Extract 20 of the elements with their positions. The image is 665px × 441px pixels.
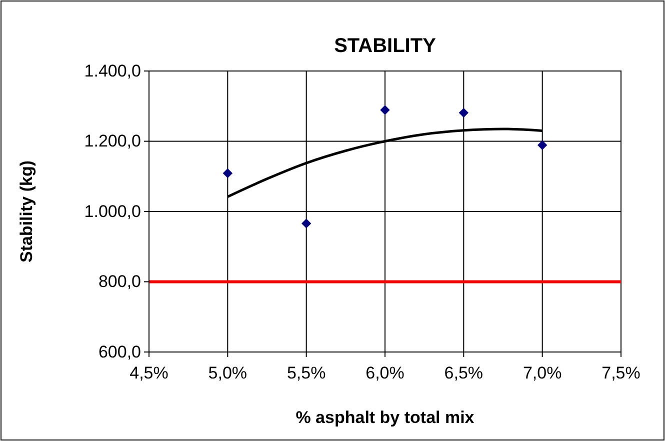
x-tick-label: 7,0% [522,364,562,383]
y-tick-label: 1.000,0 [84,202,141,221]
x-tick-label: 6,0% [366,364,404,383]
y-tick-label: 1.200,0 [84,132,141,151]
y-tick-label: 800,0 [98,272,141,292]
y-tick-label: 1.400,0 [84,61,141,80]
point [301,218,312,228]
x-tick-label: 5,0% [208,364,248,383]
point [458,108,469,118]
x-axis-title: % asphalt by total mix [296,408,475,427]
point [537,140,548,150]
point [222,168,233,178]
x-tick-label: 6,5% [444,364,484,383]
x-tick-label: 5,5% [286,364,326,383]
x-tick-label: 4,5% [130,364,168,383]
x-tick-label: 7,5% [602,364,640,383]
point [380,105,390,115]
y-tick-label: 600,0 [98,342,141,362]
chart-title: STABILITY [334,35,437,57]
y-axis-title: Stability (kg) [17,160,36,263]
